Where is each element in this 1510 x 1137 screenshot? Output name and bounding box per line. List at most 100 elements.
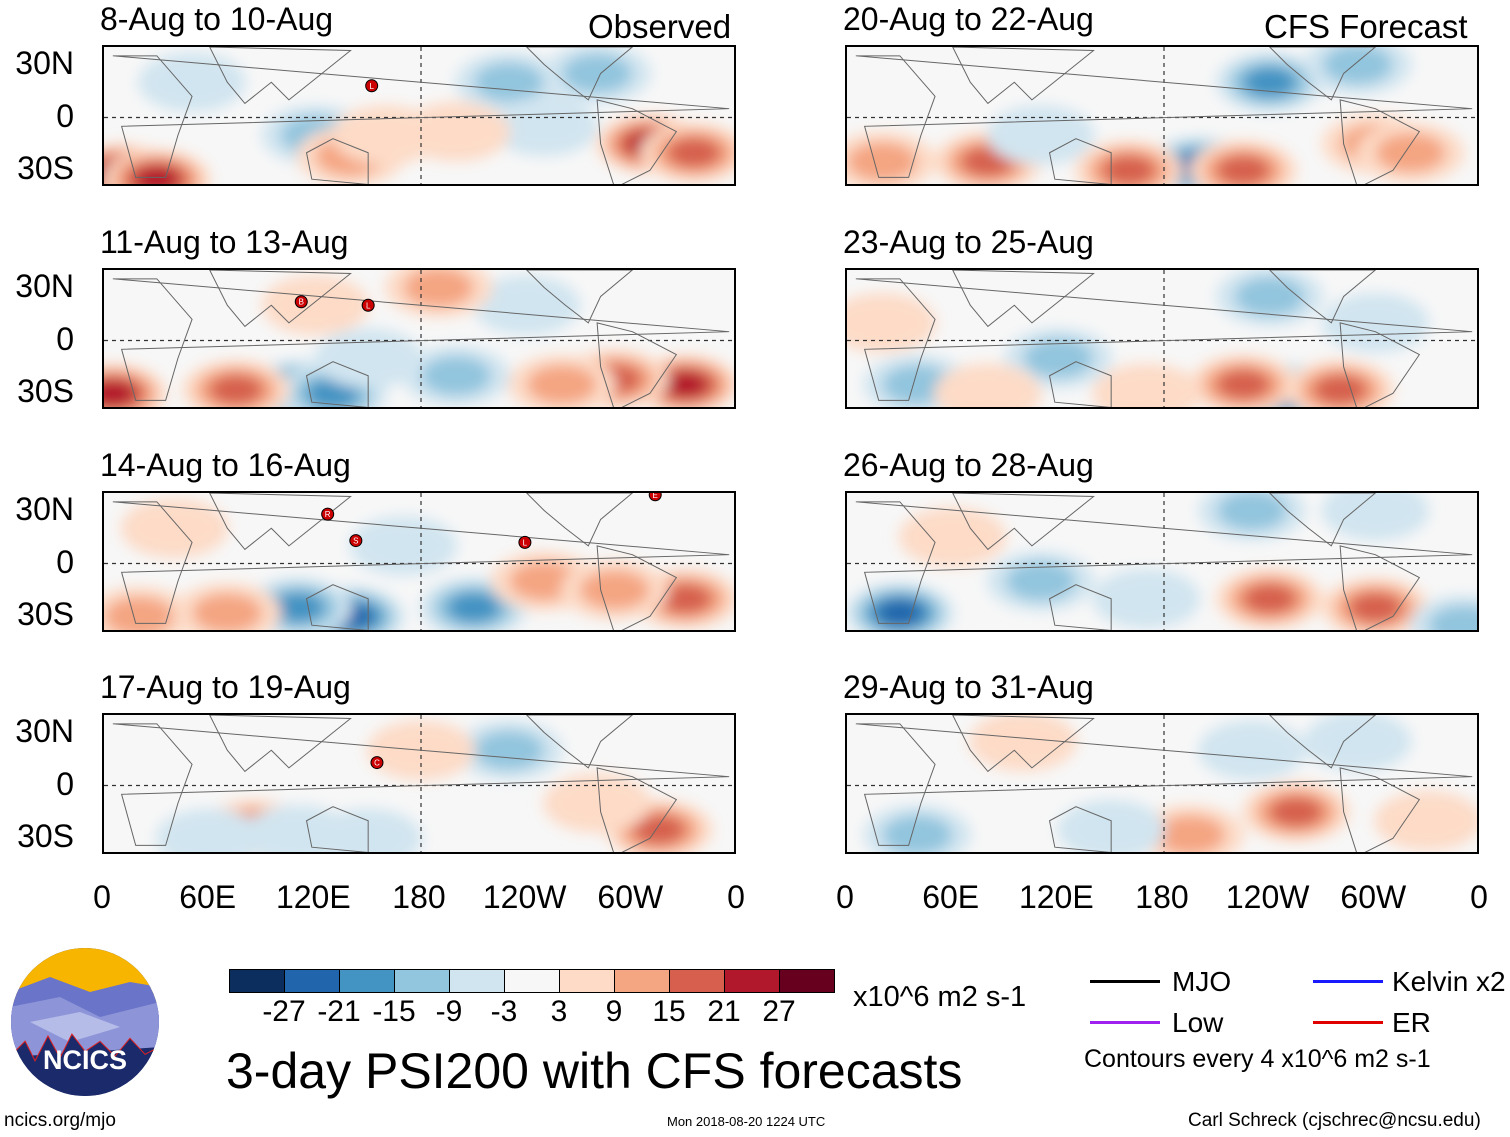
observed-header: Observed (588, 8, 732, 45)
y-tick-label: 30N (15, 490, 74, 527)
anomaly-contour (1348, 592, 1402, 623)
anomaly-contour (349, 515, 458, 576)
panel-title: 20-Aug to 22-Aug (843, 1, 1094, 37)
coastline (525, 493, 634, 547)
legend-mjo-line (1090, 980, 1160, 983)
coastline (952, 47, 1095, 105)
colorbar-label: 3 (550, 995, 568, 1028)
anomaly-contour (1428, 605, 1477, 630)
footer-url[interactable]: ncics.org/mjo (4, 1110, 116, 1131)
coastline (1339, 99, 1421, 184)
anomaly-contour (1092, 363, 1201, 407)
coastline (855, 501, 1473, 624)
anomaly-contour (632, 814, 686, 845)
anomaly-contour (933, 363, 1042, 407)
anomaly-contour (1023, 338, 1094, 378)
anomaly-contour (847, 141, 918, 182)
anomaly-contour (1217, 493, 1287, 531)
anomaly-contour (1155, 815, 1226, 852)
svg-text:E: E (653, 493, 658, 500)
ncics-logo: NCICS (10, 947, 160, 1102)
x-tick-label: 120E (275, 879, 351, 915)
y-tick-label: 30N (15, 44, 74, 81)
colorbar-label: -3 (490, 995, 518, 1028)
footer-credit: Carl Schreck (cjschrec@ncsu.edu) (1188, 1110, 1481, 1131)
anomaly-contour (579, 570, 650, 610)
coastline (952, 493, 1095, 551)
anomaly-contour (1234, 276, 1305, 317)
anomaly-contour (261, 275, 370, 336)
anomaly-contour (527, 364, 597, 405)
anomaly-contour (192, 593, 263, 630)
anomaly-contour (1092, 568, 1201, 629)
coastline (112, 501, 730, 624)
colorbar-label: 15 (652, 995, 686, 1028)
coastline (952, 715, 1095, 773)
colorbar (229, 969, 835, 993)
map-panel (845, 268, 1479, 409)
svg-text:C: C (374, 759, 380, 768)
coastline (596, 545, 678, 630)
x-tick-label: 0 (93, 879, 111, 915)
anomaly-contour (120, 498, 229, 559)
coastline (525, 715, 634, 769)
anomaly-contour (421, 356, 492, 396)
anomaly-contour (898, 507, 1007, 568)
anomaly-contour (543, 773, 652, 834)
x-tick-label: 60W (597, 879, 664, 915)
panel-title: 11-Aug to 13-Aug (100, 224, 349, 260)
x-tick-label: 0 (727, 879, 745, 915)
x-tick-label: 0 (1470, 879, 1488, 915)
legend-kelvin-line (1313, 980, 1383, 983)
anomaly-contour (104, 380, 135, 407)
anomaly-contour (1303, 715, 1412, 772)
coastline (112, 55, 730, 178)
x-tick-label: 120W (482, 879, 567, 915)
svg-text:S: S (353, 537, 358, 546)
map-panel (845, 491, 1479, 632)
y-tick-label: 30S (17, 373, 74, 410)
colorbar-label: 27 (762, 995, 796, 1028)
x-tick-label: 180 (1135, 879, 1189, 915)
coastline (1339, 545, 1421, 630)
anomaly-contour (1269, 796, 1323, 828)
anomaly-contour (847, 292, 937, 353)
coastline (305, 138, 369, 184)
panel-title: 23-Aug to 25-Aug (843, 224, 1094, 260)
panel-title: 26-Aug to 28-Aug (843, 447, 1094, 483)
coastline (1048, 584, 1112, 630)
coastline (952, 270, 1095, 328)
anomaly-contour (1198, 720, 1307, 781)
colorbar-label: -9 (435, 995, 463, 1028)
colorbar-swatch (285, 970, 340, 992)
tropical-cyclone-icon: L (365, 79, 379, 93)
anomaly-contour (1102, 155, 1156, 184)
legend-kelvin-label: Kelvin x2 (1392, 966, 1506, 997)
coastline (1048, 361, 1112, 407)
y-tick-label: 0 (56, 320, 74, 357)
anomaly-contour (1322, 47, 1393, 85)
y-tick-label: 0 (56, 97, 74, 134)
coastline (305, 584, 369, 630)
anomaly-contour (1374, 790, 1477, 851)
tropical-cyclone-icon: L (518, 535, 532, 549)
x-tick-label: 180 (392, 879, 446, 915)
coastline (855, 723, 1473, 846)
y-tick-label: 0 (56, 765, 74, 802)
footer-timestamp: Mon 2018-08-20 1224 UTC (667, 1114, 826, 1129)
coastline (596, 767, 678, 852)
colorbar-label: -27 (262, 995, 306, 1028)
coastline (1048, 806, 1112, 852)
legend-er-label: ER (1392, 1007, 1431, 1038)
anomaly-contour (474, 730, 544, 770)
x-tick-label: 0 (836, 879, 854, 915)
map-panel: C (102, 713, 736, 854)
anomaly-contour (1216, 155, 1270, 184)
anomaly-contour (1313, 374, 1367, 405)
anomaly-contour (402, 101, 511, 162)
colorbar-label: 9 (605, 995, 623, 1028)
anomaly-contour (877, 600, 922, 626)
coastline (525, 47, 634, 101)
